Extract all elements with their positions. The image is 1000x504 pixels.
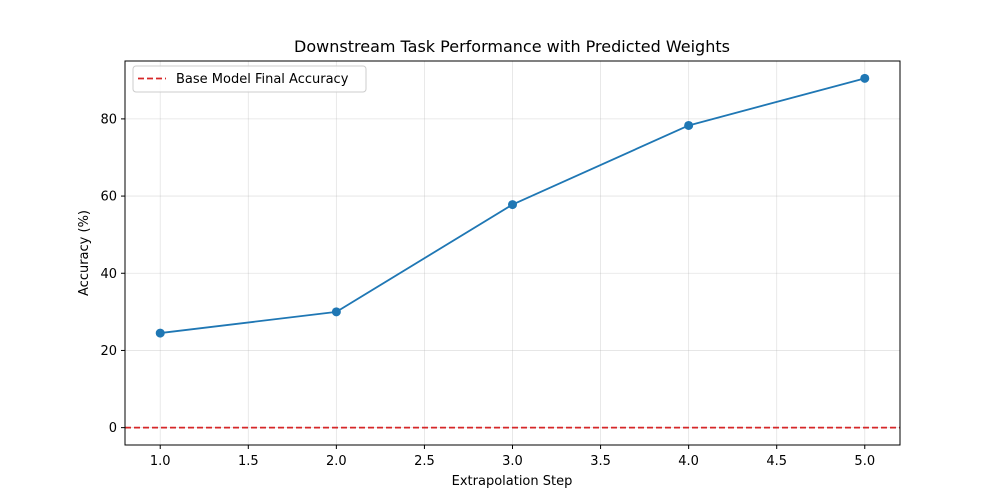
y-axis-label: Accuracy (%) [77,210,92,296]
x-tick-label: 4.5 [766,454,787,469]
x-tick-label: 5.0 [854,454,875,469]
data-point [155,328,165,338]
data-point [331,307,341,317]
y-tick-label: 20 [100,344,117,359]
data-point [860,73,870,83]
x-tick-label: 4.0 [678,454,699,469]
legend-box [132,65,367,93]
y-tick-label: 0 [109,421,117,436]
x-tick-label: 3.0 [502,454,523,469]
legend: Base Model Final Accuracy [132,65,367,93]
grid-layer [125,61,900,445]
x-tick-label: 2.0 [326,454,347,469]
x-tick-label: 1.0 [150,454,171,469]
x-tick-label: 1.5 [238,454,259,469]
x-axis-ticks: 1.0 1.5 2.0 2.5 3.0 3.5 4.0 4.5 5.0 [150,445,875,469]
legend-label: Base Model Final Accuracy [176,72,349,87]
data-point [508,200,517,210]
series-layer [155,73,870,338]
y-tick-label: 60 [100,190,117,205]
y-tick-label: 40 [100,267,117,282]
data-point [684,120,694,130]
x-tick-label: 2.5 [414,454,435,469]
y-tick-label: 80 [100,112,117,127]
y-axis-ticks: 0 20 40 60 80 [100,112,125,436]
x-axis-label: Extrapolation Step [452,474,573,489]
x-tick-label: 3.5 [590,454,611,469]
chart-title: Downstream Task Performance with Predict… [294,37,730,56]
